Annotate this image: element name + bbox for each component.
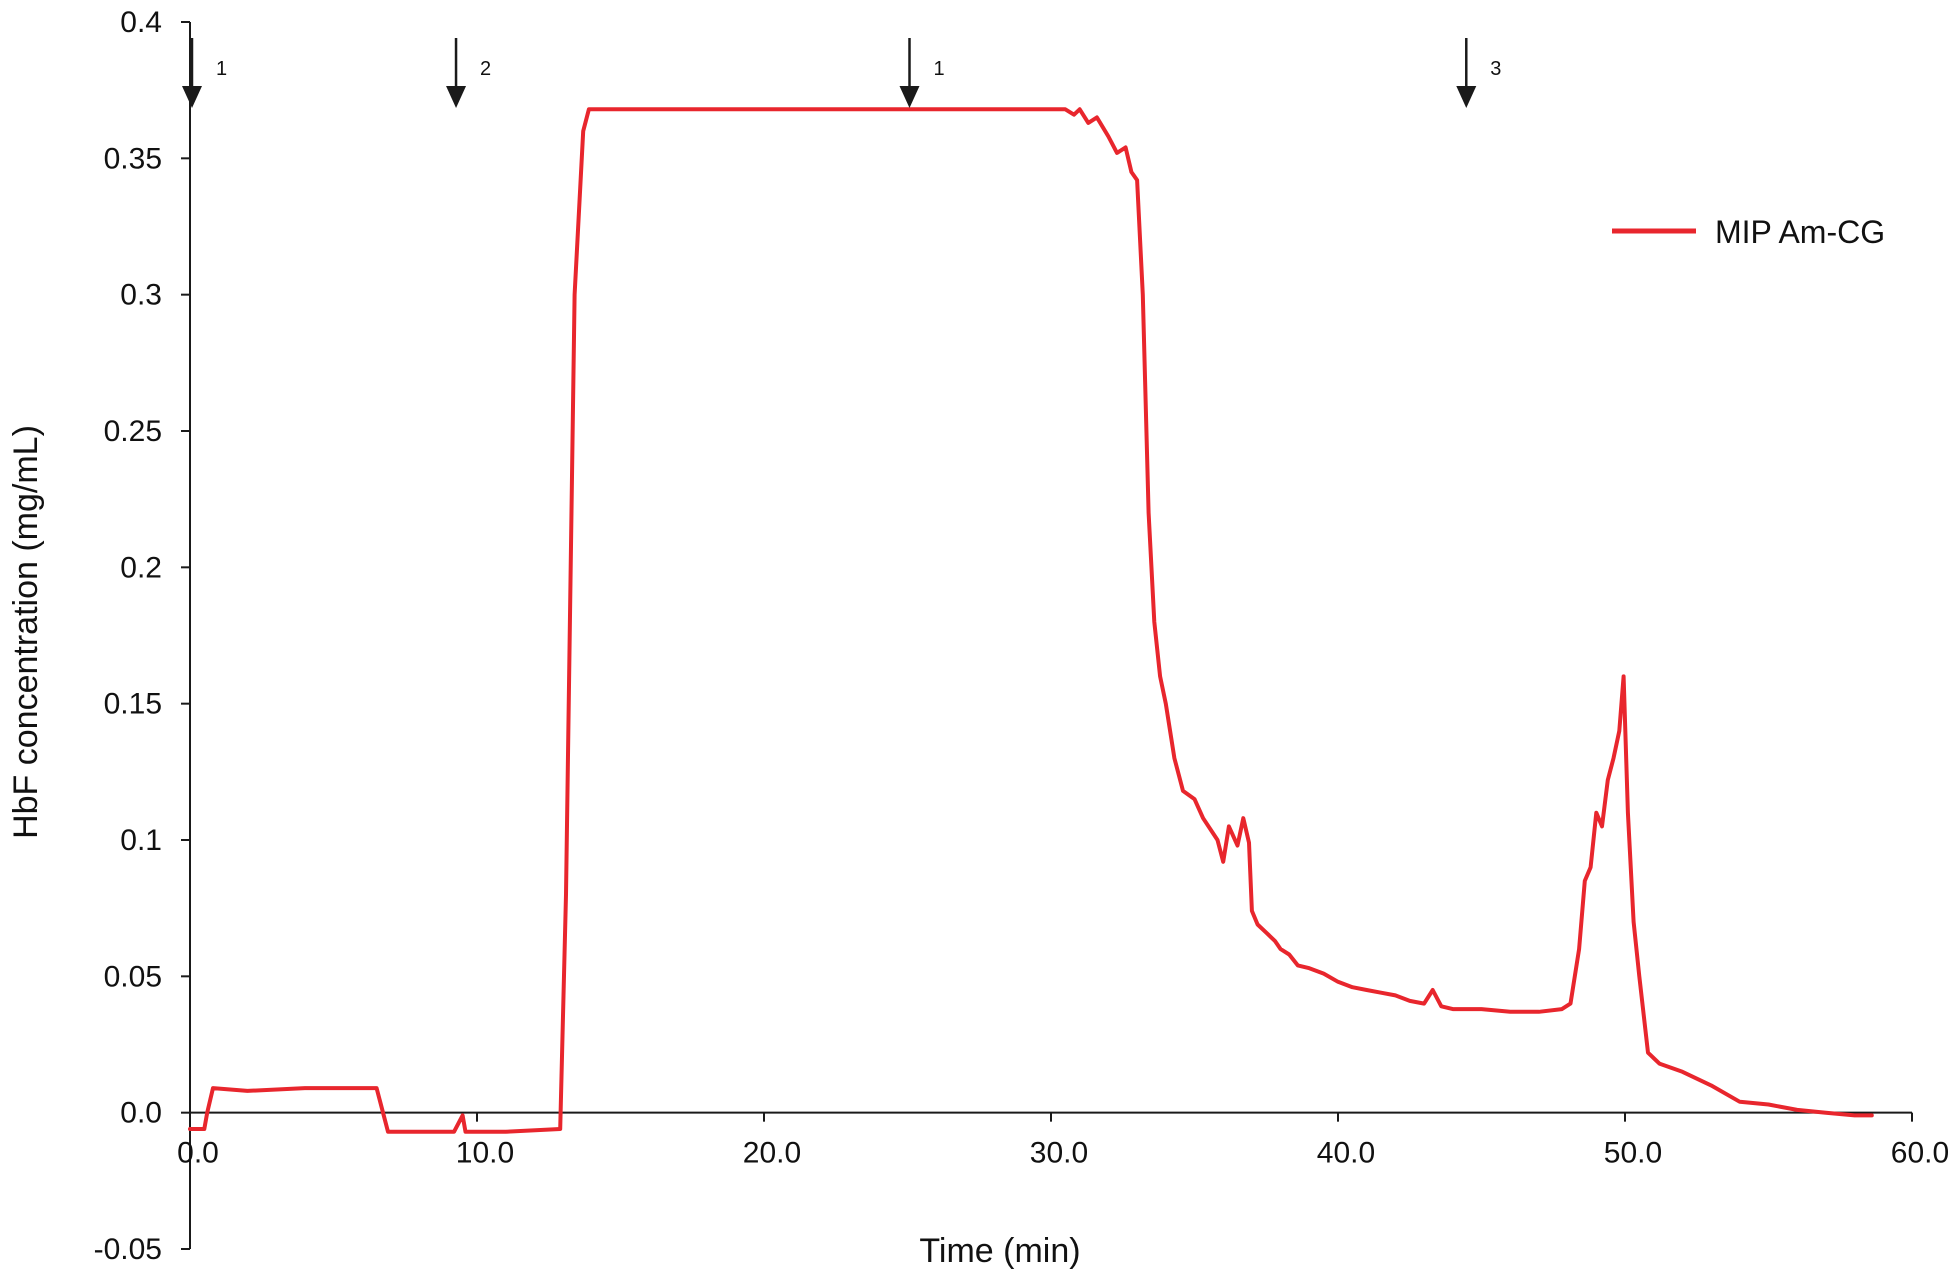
y-tick-label: 0.05 (104, 960, 162, 993)
arrow-label: 1 (216, 58, 227, 80)
x-tick-label: 40.0 (1317, 1137, 1375, 1170)
y-tick-label: 0.4 (120, 6, 162, 39)
x-tick-label: 60.0 (1891, 1137, 1949, 1170)
x-tick-label: 20.0 (743, 1137, 801, 1170)
x-tick-label: 30.0 (1030, 1137, 1088, 1170)
y-tick-label: 0.3 (120, 279, 162, 312)
legend-label-mip-am-cg: MIP Am-CG (1715, 214, 1885, 250)
y-tick-label: -0.05 (94, 1233, 162, 1266)
x-tick-label: 10.0 (456, 1137, 514, 1170)
arrow-annotation: 2 (446, 38, 491, 108)
series-line-mip-am-cg (188, 107, 1874, 1134)
arrow-annotations: 1 2 1 3 (182, 38, 1501, 108)
x-axis-ticks: 0.0 10.0 20.0 30.0 40.0 50.0 60.0 (177, 1112, 1949, 1170)
y-tick-label: 0.15 (104, 688, 162, 721)
y-tick-label: 0.0 (120, 1097, 162, 1130)
series-layer (188, 107, 1874, 1134)
y-axis-title: HbF concentration (mg/mL) (7, 425, 45, 839)
arrow-annotation: 3 (1456, 38, 1501, 108)
x-tick-label: 0.0 (177, 1137, 219, 1170)
arrow-head (899, 86, 920, 108)
arrow-head (182, 86, 202, 108)
arrow-annotation: 1 (182, 38, 227, 108)
y-tick-label: 0.25 (104, 415, 162, 448)
arrow-label: 1 (934, 58, 945, 80)
x-tick-label: 50.0 (1604, 1137, 1662, 1170)
arrow-head (446, 86, 467, 108)
axes (189, 22, 1912, 1249)
y-tick-label: 0.35 (104, 142, 162, 175)
y-axis-ticks: -0.05 0.0 0.05 0.1 0.15 0.2 0.25 0.3 0.35 0.4 (94, 6, 190, 1266)
arrow-label: 3 (1490, 58, 1501, 80)
legend: MIP Am-CG (1612, 214, 1885, 250)
arrow-annotation: 1 (899, 38, 945, 108)
y-tick-label: 0.1 (120, 824, 162, 857)
x-axis-title: Time (min) (919, 1232, 1080, 1270)
y-tick-label: 0.2 (120, 551, 162, 584)
arrow-head (1456, 86, 1477, 108)
arrow-label: 2 (480, 58, 491, 80)
